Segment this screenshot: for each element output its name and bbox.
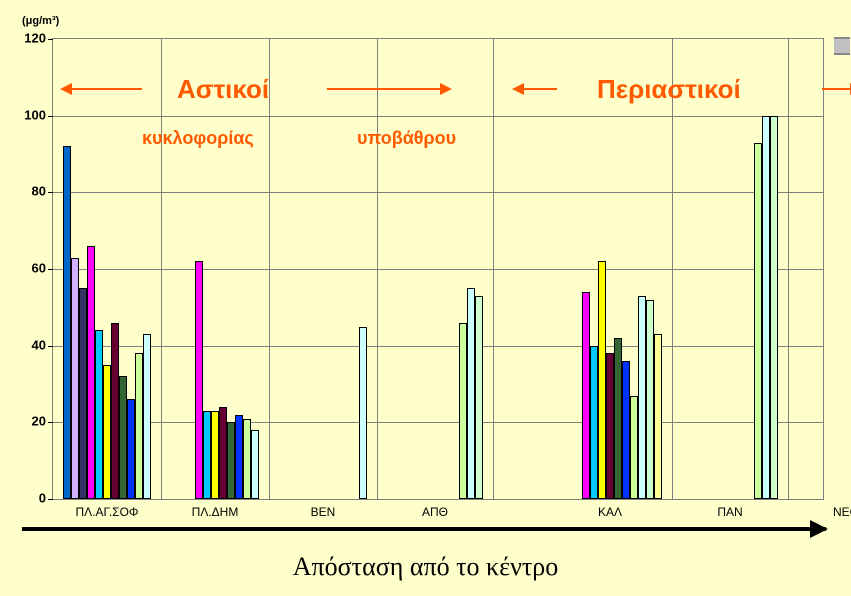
bar — [475, 296, 483, 499]
bar — [243, 419, 251, 500]
chart-heading: υποβάθρου — [357, 128, 456, 149]
bar — [103, 365, 111, 499]
gridline-v — [493, 39, 494, 499]
bar — [582, 292, 590, 499]
bar — [87, 246, 95, 499]
x-tick-label: ΑΠΘ — [422, 505, 448, 519]
x-tick-label: ΚΑΛ — [598, 505, 622, 519]
bar — [638, 296, 646, 499]
chart-heading: Αστικοί — [177, 74, 269, 105]
gridline-h — [53, 346, 823, 347]
arrow-head-right-icon — [440, 83, 452, 95]
y-tick-label: 40 — [18, 337, 46, 352]
bar — [606, 353, 614, 499]
y-tick-label: 120 — [18, 31, 46, 46]
bar — [598, 261, 606, 499]
bar — [590, 346, 598, 499]
y-tick-mark — [48, 192, 53, 193]
bar — [227, 422, 235, 499]
bar — [79, 288, 87, 499]
x-axis-arrow — [22, 527, 826, 531]
arrow-line — [70, 88, 142, 90]
bar — [119, 376, 127, 499]
y-tick-label: 60 — [18, 261, 46, 276]
bar — [251, 430, 259, 499]
bar — [95, 330, 103, 499]
side-decoration — [834, 37, 850, 55]
bar — [762, 116, 770, 499]
bar — [195, 261, 203, 499]
y-tick-mark — [48, 39, 53, 40]
bar — [211, 411, 219, 499]
bar — [770, 116, 778, 499]
bar — [459, 323, 467, 499]
chart-heading: Περιαστικοί — [597, 74, 741, 105]
bar — [614, 338, 622, 499]
y-tick-mark — [48, 422, 53, 423]
bar — [143, 334, 151, 499]
y-tick-label: 0 — [18, 491, 46, 506]
arrow-line — [327, 88, 442, 90]
plot-area: ΠΛ.ΑΓ.ΣΟΦΠΛ.ΔΗΜΒΕΝΑΠΘΚΑΛΠΑΝΝΕΟ — [52, 38, 824, 500]
chart-container: (μg/m³) ΠΛ.ΑΓ.ΣΟΦΠΛ.ΔΗΜΒΕΝΑΠΘΚΑΛΠΑΝΝΕΟ 0… — [22, 18, 822, 528]
gridline-v — [788, 39, 789, 499]
bar — [63, 146, 71, 499]
chart-heading: κυκλοφορίας — [142, 128, 254, 149]
bar — [235, 415, 243, 499]
y-tick-label: 20 — [18, 414, 46, 429]
bar — [630, 396, 638, 500]
bar — [111, 323, 119, 499]
x-tick-label: ΠΛ.ΔΗΜ — [192, 505, 239, 519]
y-tick-mark — [48, 116, 53, 117]
arrow-line — [822, 88, 851, 90]
gridline-h — [53, 422, 823, 423]
bar — [127, 399, 135, 499]
arrow-head-left-icon — [60, 83, 72, 95]
y-tick-label: 100 — [18, 107, 46, 122]
arrow-head-left-icon — [512, 83, 524, 95]
bar — [646, 300, 654, 499]
bar — [203, 411, 211, 499]
x-tick-label: ΝΕΟ — [833, 505, 851, 519]
bar — [467, 288, 475, 499]
bar — [622, 361, 630, 499]
bar — [654, 334, 662, 499]
x-axis-title: Απόσταση από το κέντρο — [0, 552, 851, 582]
arrow-line — [522, 88, 557, 90]
gridline-v — [672, 39, 673, 499]
y-tick-mark — [48, 346, 53, 347]
x-tick-label: ΒΕΝ — [311, 505, 336, 519]
gridline-h — [53, 269, 823, 270]
bar — [135, 353, 143, 499]
x-tick-label: ΠΛ.ΑΓ.ΣΟΦ — [76, 505, 139, 519]
bar — [219, 407, 227, 499]
bar — [359, 327, 367, 500]
x-tick-label: ΠΑΝ — [717, 505, 742, 519]
gridline-v — [269, 39, 270, 499]
gridline-h — [53, 116, 823, 117]
bar — [71, 258, 79, 500]
gridline-v — [377, 39, 378, 499]
gridline-v — [161, 39, 162, 499]
gridline-h — [53, 192, 823, 193]
y-tick-mark — [48, 269, 53, 270]
y-tick-mark — [48, 499, 53, 500]
y-unit-label: (μg/m³) — [22, 15, 59, 27]
y-tick-label: 80 — [18, 184, 46, 199]
bar — [754, 143, 762, 500]
